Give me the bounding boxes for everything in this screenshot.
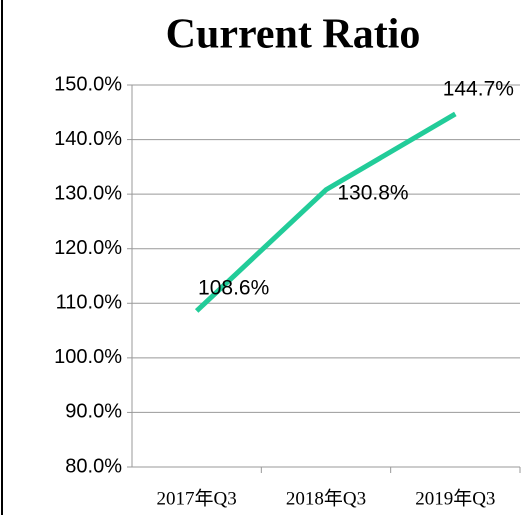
y-tick-label: 140.0% bbox=[54, 128, 122, 150]
y-tick-label: 100.0% bbox=[54, 346, 122, 368]
data-label: 144.7% bbox=[443, 77, 514, 100]
chart-title: Current Ratio bbox=[166, 12, 421, 58]
x-tick-label: 2019年Q3 bbox=[415, 487, 495, 509]
x-tick-label: 2018年Q3 bbox=[286, 487, 366, 509]
x-tick-label: 2017年Q3 bbox=[157, 487, 237, 509]
line bbox=[194, 111, 457, 313]
data-label: 108.6% bbox=[198, 276, 269, 299]
y-tick-label: 110.0% bbox=[56, 292, 123, 314]
data-label: 130.8% bbox=[337, 181, 408, 204]
y-tick-label: 130.0% bbox=[54, 182, 122, 204]
y-tick-label: 150.0% bbox=[54, 73, 122, 95]
y-tick-label: 120.0% bbox=[54, 237, 122, 259]
y-tick-label: 90.0% bbox=[65, 401, 122, 423]
y-tick-label: 80.0% bbox=[65, 455, 122, 477]
